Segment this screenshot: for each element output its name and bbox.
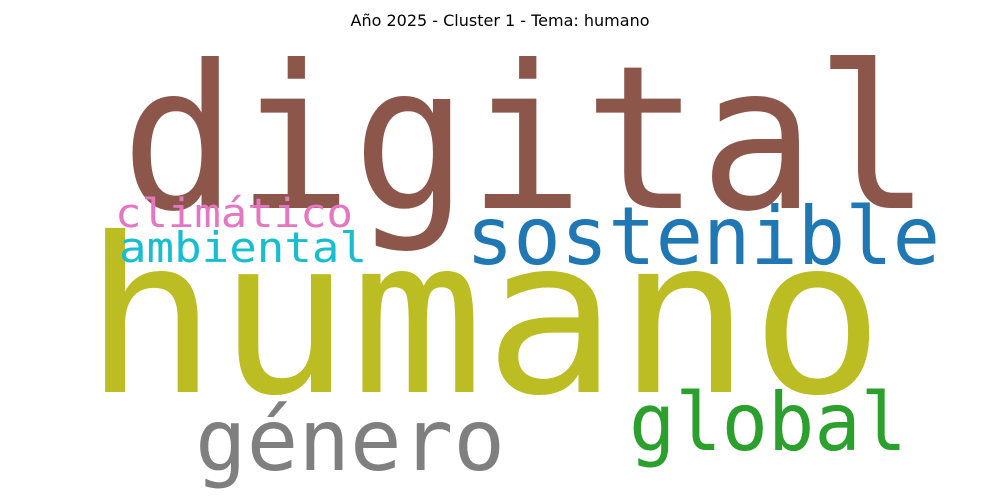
word-genero: género bbox=[195, 391, 505, 491]
word-sostenible: sostenible bbox=[466, 190, 940, 283]
word-climatico: climático bbox=[115, 191, 353, 237]
word-humano: humano bbox=[84, 192, 884, 443]
figure-title: Año 2025 - Cluster 1 - Tema: humano bbox=[350, 11, 650, 30]
word-ambiental: ambiental bbox=[119, 223, 367, 272]
word-global: global bbox=[629, 376, 907, 469]
word-digital: digital bbox=[121, 23, 931, 256]
